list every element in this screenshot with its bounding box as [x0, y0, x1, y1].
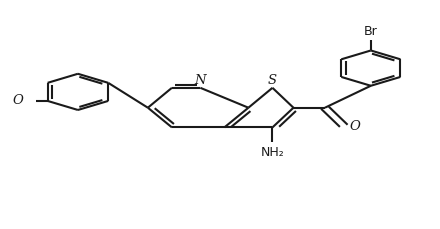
Text: N: N — [194, 74, 206, 87]
Text: NH₂: NH₂ — [260, 146, 284, 159]
Text: O: O — [12, 94, 23, 107]
Text: O: O — [350, 120, 361, 134]
Text: Br: Br — [364, 25, 378, 38]
Text: S: S — [268, 74, 277, 87]
